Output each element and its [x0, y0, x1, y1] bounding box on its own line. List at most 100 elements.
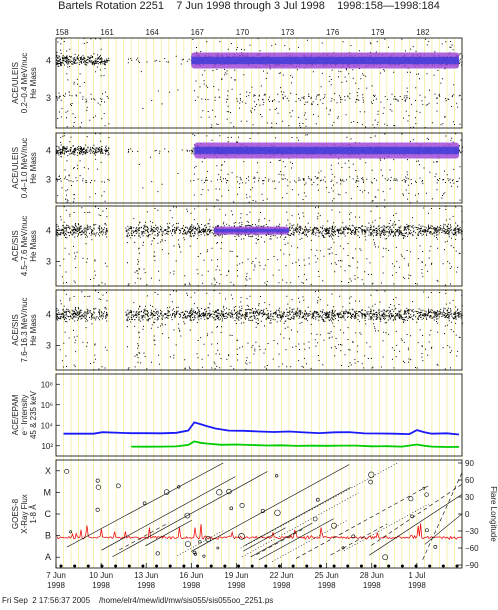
flare-marker: [184, 541, 191, 547]
flare-marker: [424, 528, 429, 533]
ylabel-line: 7.6–16.3 MeV/nuc: [20, 298, 29, 363]
flare-dot: [141, 564, 145, 568]
ylabel-line: X-Ray Flux: [20, 494, 29, 534]
ylabel-line: He Mass: [29, 67, 38, 99]
flare-marker: [177, 485, 181, 489]
flare-dot: [196, 564, 200, 568]
flare-dot: [155, 564, 159, 568]
panel-3-scatter: [56, 205, 463, 287]
flare-dot: [318, 564, 322, 568]
flare-marker: [351, 534, 356, 539]
ytick-label: 10⁸: [41, 380, 53, 389]
flare-marker: [95, 484, 101, 490]
flare-dot: [346, 564, 350, 568]
flare-marker: [368, 479, 373, 485]
ytick-label: C: [45, 509, 52, 519]
panel-frame: [55, 205, 463, 287]
bartels-tick-label: 182: [416, 28, 430, 37]
flare-marker: [155, 551, 160, 556]
date-tick-year: 1998: [408, 581, 426, 590]
ytick-label: 10²: [41, 442, 53, 451]
ylabel-line: ACE/SIS: [11, 314, 20, 346]
flare-marker: [410, 514, 414, 519]
bartels-tick-label: 164: [146, 28, 160, 37]
flare-dot: [182, 564, 186, 568]
panel-frame: [55, 373, 463, 457]
flare-dot: [373, 564, 377, 568]
flare-dot: [400, 564, 404, 568]
date-tick-year: 1998: [363, 581, 381, 590]
bartels-tick-label: 179: [371, 28, 385, 37]
flare-marker: [312, 516, 318, 522]
flare-dot: [237, 564, 241, 568]
ytick-label: 4: [46, 146, 51, 156]
date-tick-year: 1998: [273, 581, 291, 590]
ytick-label: 10⁶: [41, 401, 53, 410]
flare-dot: [291, 564, 295, 568]
flare-track: [271, 520, 348, 562]
bartels-tick-label: 176: [326, 28, 340, 37]
flare-marker: [239, 502, 245, 509]
bottom-markers: [59, 564, 459, 568]
title-rotation: Bartels Rotation 2251: [58, 0, 164, 12]
flare-track: [243, 527, 286, 552]
flare-track: [66, 462, 224, 548]
flare-marker: [115, 483, 121, 489]
flare-dot: [332, 564, 336, 568]
ylabel-line: ACE/ULEIS: [11, 62, 20, 104]
flare-marker: [229, 506, 234, 511]
ylabel-line: He Mass: [29, 314, 38, 346]
flare-marker: [69, 530, 73, 534]
flare-track: [368, 494, 463, 556]
bartels-tick-label: 158: [55, 28, 69, 37]
ylabel-line: e⁻ Intensity: [20, 395, 29, 436]
flare-track: [343, 503, 429, 551]
flare-dot: [441, 564, 445, 568]
ytick-label: 4: [46, 56, 51, 66]
flare-marker: [205, 536, 212, 543]
epam-line-45-keV: [63, 421, 460, 436]
bartels-tick-label: 167: [191, 28, 205, 37]
ytick-label: 3: [46, 256, 51, 266]
panel-frame: [55, 132, 463, 204]
flare-track: [371, 483, 463, 546]
ytick-label: 10⁴: [41, 421, 54, 430]
flare-track: [101, 476, 236, 551]
flare-dot: [387, 564, 391, 568]
flare-dot: [428, 564, 432, 568]
epam-line-235-keV: [131, 440, 460, 448]
ylabel-line: ACE/ULEIS: [11, 147, 20, 189]
epam-series: [63, 421, 460, 448]
date-tick-label: 10 Jun: [89, 571, 113, 580]
flare-marker: [341, 546, 345, 550]
flare-dot: [168, 564, 172, 568]
right-tick-label: −30: [465, 527, 479, 536]
chart-title: Bartels Rotation 2251 7 Jun 1998 through…: [0, 0, 498, 14]
ylabel-line: ACE/EPAM: [11, 394, 20, 435]
ytick-label: 3: [46, 340, 51, 350]
ylabel-line: 4.5–7.6 MeV/nuc: [20, 216, 29, 276]
right-tick-label: 60: [465, 476, 474, 485]
right-tick-label: −90: [465, 561, 479, 570]
date-tick-year: 1998: [318, 581, 336, 590]
panel-2-scatter: [56, 132, 463, 204]
ytick-label: 4: [46, 226, 51, 236]
ylabel-line: 0.2–0.4 MeV/nuc: [20, 53, 29, 113]
flare-dot: [455, 564, 459, 568]
flare-track: [250, 522, 313, 558]
right-tick-label: −60: [465, 544, 479, 553]
panel-frame: [55, 289, 463, 371]
flare-dot: [305, 564, 309, 568]
right-tick-label: 0: [465, 510, 470, 519]
date-tick-label: 1 Jul: [408, 571, 425, 580]
flare-dot: [127, 564, 131, 568]
flare-dot: [86, 564, 90, 568]
ytick-label: 3: [46, 175, 51, 185]
date-tick-label: 28 Jun: [360, 571, 384, 580]
flare-marker: [433, 545, 438, 549]
flare-marker: [64, 468, 70, 474]
ylabel-line: 45 & 235 keV: [29, 390, 38, 439]
date-tick-year: 1998: [137, 581, 155, 590]
flare-track: [145, 520, 192, 547]
